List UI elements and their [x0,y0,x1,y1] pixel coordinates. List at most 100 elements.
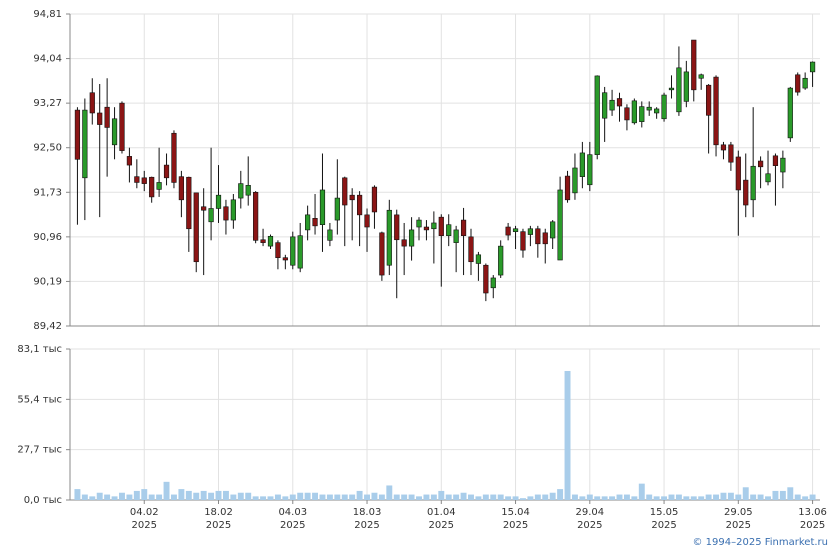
volume-bar [623,494,630,500]
volume-bar [304,492,311,500]
volume-bar [720,492,727,500]
x-tick-sublabel: 2025 [651,520,676,531]
x-tick-sublabel: 2025 [206,520,231,531]
candle-body [438,216,444,236]
volume-bar [386,485,393,500]
candle-body [616,98,623,107]
candle-body [275,242,281,258]
volume-bar [423,494,430,500]
volume-bar [675,494,682,500]
volume-bar [661,496,668,500]
candle-body [646,106,652,111]
candle-body [97,112,103,125]
candle-body [334,197,340,221]
candle-body [305,214,311,231]
x-tick-label: 04.03 [278,507,307,518]
candle-body [230,199,236,221]
candle-body [572,167,578,194]
candle-body [743,179,749,206]
candle-body [720,144,727,151]
candle-body [193,192,199,263]
candle-body [89,92,95,114]
volume-bar [89,496,96,500]
volume-bar [312,492,319,500]
volume-bar [185,490,192,500]
candle-body [594,75,600,155]
candle-body [557,189,563,261]
volume-bar [631,496,638,500]
volume-bar [616,494,623,500]
volume-bar [245,492,252,500]
candle-body [512,228,519,232]
volume-bar [260,496,267,500]
y-tick-label: 93,27 [33,98,62,109]
candle-body [564,175,571,201]
candle-body [728,144,734,163]
volume-bar [222,490,229,500]
candle-body [757,160,764,168]
x-tick-sublabel: 2025 [577,520,602,531]
volume-bar [364,494,370,500]
candle-body [795,74,801,93]
candle-body [602,92,608,119]
volume-bar [96,492,103,500]
volume-bar [178,489,185,500]
candle-body [772,155,779,166]
volume-bar [416,496,422,500]
candle-body [401,239,407,247]
y-tick-label: 83,1 тыс [17,344,62,355]
candle-body [111,118,118,146]
volume-bar [549,492,556,500]
x-tick-label: 29.04 [575,507,604,518]
x-tick-label: 18.02 [204,507,233,518]
candle-body [735,156,741,191]
volume-bar [683,496,690,500]
x-tick-sublabel: 2025 [132,520,157,531]
volume-bar [341,494,348,500]
volume-bar [297,492,304,500]
volume-bar [349,494,356,500]
volume-bar [408,494,415,500]
candle-body [505,226,511,236]
candle-body [371,186,378,213]
volume-bar [638,483,645,500]
candle-body [706,84,712,116]
volume-bar [170,494,177,500]
y-tick-label: 27,7 тыс [17,445,62,456]
volume-bar [401,494,408,500]
volume-bar [200,490,207,500]
candle-body [587,154,593,186]
volume-bar [468,494,474,500]
volume-bar [668,494,675,500]
candle-body [668,87,675,91]
candle-body [201,206,207,211]
candle-body [475,254,482,264]
candle-body [364,214,370,228]
volume-bar [460,492,467,500]
volume-bar [475,496,482,500]
candle-body [542,232,548,245]
volume-bar [735,494,742,500]
volume-bar [520,498,526,500]
volume-bar [356,490,363,500]
volume-bar [490,494,497,500]
y-tick-label: 92,50 [33,143,62,154]
candle-body [639,106,645,122]
volume-bar [757,494,764,500]
volume-bar [505,496,512,500]
volume-bar [230,494,237,500]
x-tick-sublabel: 2025 [280,520,305,531]
x-tick-label: 01.04 [427,507,456,518]
candle-body [408,229,415,247]
volume-bar [497,494,504,500]
candle-body [178,176,184,201]
volume-bar [579,496,586,500]
candle-body [453,229,459,243]
volume-bar [809,494,816,500]
volume-bar [557,489,564,500]
y-tick-label: 90,19 [33,276,62,287]
candle-body [750,165,756,201]
volume-bar [534,494,541,500]
candle-body [527,228,533,235]
candle-body [661,94,667,120]
